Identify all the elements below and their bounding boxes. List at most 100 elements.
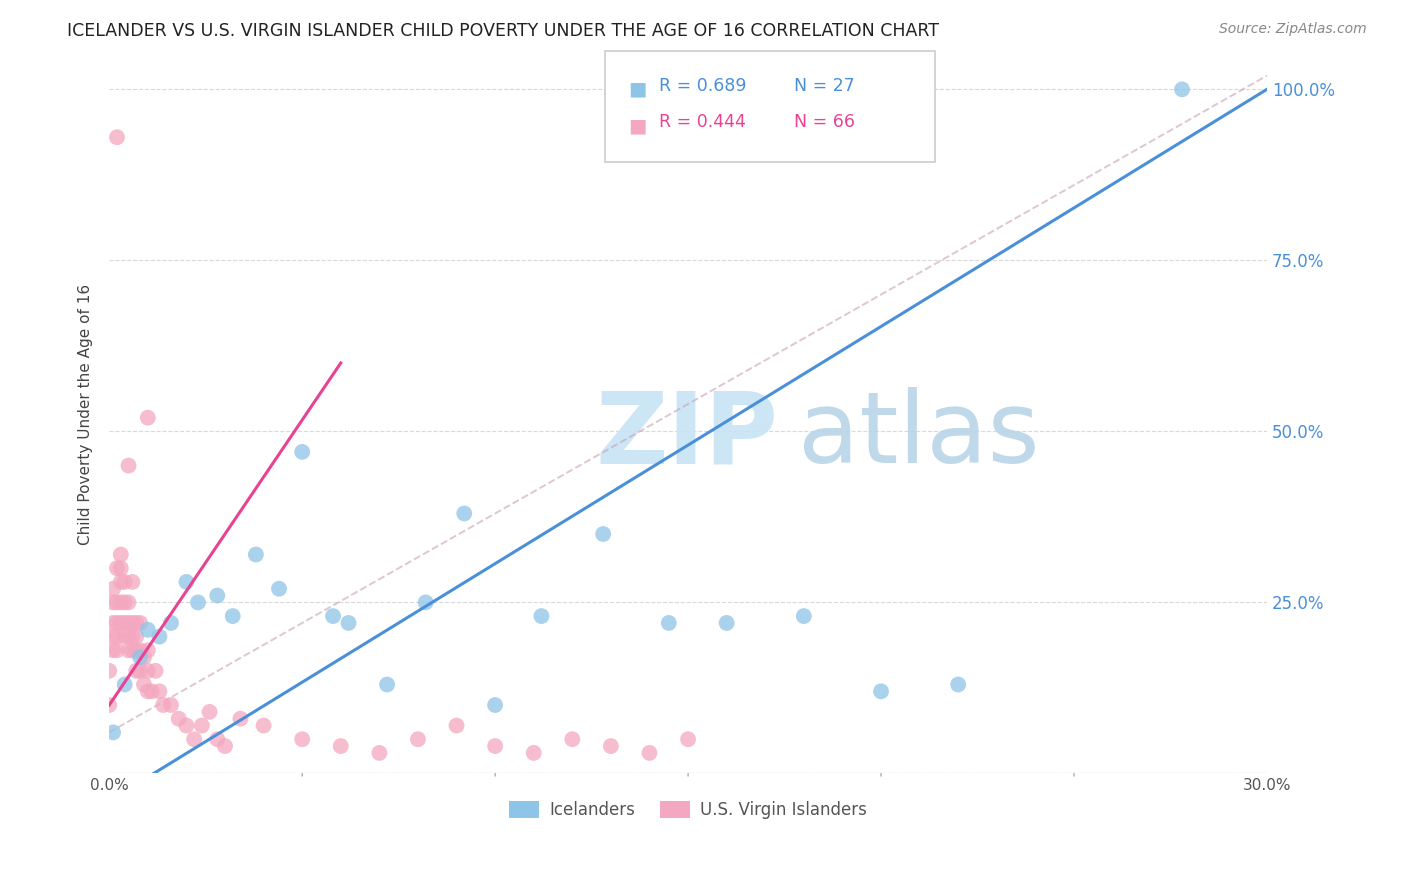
Point bbox=[207, 589, 229, 603]
Point bbox=[160, 615, 183, 630]
Point bbox=[368, 746, 391, 760]
Point bbox=[160, 698, 183, 712]
Point bbox=[114, 615, 136, 630]
Point bbox=[114, 630, 136, 644]
Point bbox=[337, 615, 360, 630]
Point bbox=[291, 732, 314, 747]
Point bbox=[676, 732, 699, 747]
Point bbox=[948, 677, 970, 691]
Text: Source: ZipAtlas.com: Source: ZipAtlas.com bbox=[1219, 22, 1367, 37]
Point bbox=[329, 739, 352, 753]
Point bbox=[187, 595, 209, 609]
Point bbox=[110, 615, 132, 630]
Point bbox=[136, 623, 159, 637]
Point bbox=[322, 609, 344, 624]
Point bbox=[132, 677, 155, 691]
Point bbox=[101, 615, 124, 630]
Point bbox=[129, 650, 152, 665]
Point bbox=[121, 643, 143, 657]
Point bbox=[561, 732, 583, 747]
Point bbox=[125, 664, 148, 678]
Point bbox=[98, 698, 121, 712]
Point bbox=[117, 595, 139, 609]
Text: N = 27: N = 27 bbox=[794, 77, 855, 95]
Point bbox=[375, 677, 398, 691]
Point bbox=[245, 548, 267, 562]
Point bbox=[110, 595, 132, 609]
Point bbox=[101, 630, 124, 644]
Point bbox=[125, 643, 148, 657]
Point bbox=[716, 615, 738, 630]
Point bbox=[183, 732, 205, 747]
Point bbox=[252, 718, 274, 732]
Point bbox=[105, 595, 128, 609]
Point bbox=[136, 643, 159, 657]
Point bbox=[148, 684, 170, 698]
Y-axis label: Child Poverty Under the Age of 16: Child Poverty Under the Age of 16 bbox=[79, 284, 93, 545]
Point bbox=[125, 615, 148, 630]
Point bbox=[214, 739, 236, 753]
Point bbox=[101, 582, 124, 596]
Point bbox=[110, 548, 132, 562]
Point bbox=[110, 574, 132, 589]
Point bbox=[121, 630, 143, 644]
Text: atlas: atlas bbox=[799, 387, 1039, 484]
Point bbox=[291, 445, 314, 459]
Point bbox=[148, 630, 170, 644]
Point bbox=[129, 615, 152, 630]
Point bbox=[599, 739, 621, 753]
Point bbox=[121, 574, 143, 589]
Point bbox=[198, 705, 221, 719]
Point bbox=[105, 130, 128, 145]
Point bbox=[117, 458, 139, 473]
Text: N = 66: N = 66 bbox=[794, 113, 855, 131]
Text: R = 0.689: R = 0.689 bbox=[659, 77, 747, 95]
Point bbox=[229, 712, 252, 726]
Point bbox=[117, 630, 139, 644]
Point bbox=[191, 718, 214, 732]
Text: ICELANDER VS U.S. VIRGIN ISLANDER CHILD POVERTY UNDER THE AGE OF 16 CORRELATION : ICELANDER VS U.S. VIRGIN ISLANDER CHILD … bbox=[67, 22, 939, 40]
Point bbox=[415, 595, 437, 609]
Point bbox=[136, 684, 159, 698]
Point bbox=[105, 630, 128, 644]
Point bbox=[101, 595, 124, 609]
Point bbox=[101, 643, 124, 657]
Point bbox=[793, 609, 815, 624]
Point bbox=[638, 746, 661, 760]
Point bbox=[129, 643, 152, 657]
Point bbox=[114, 574, 136, 589]
Text: ZIP: ZIP bbox=[596, 387, 779, 484]
Point bbox=[176, 574, 198, 589]
Point bbox=[530, 609, 553, 624]
Point bbox=[267, 582, 290, 596]
Point bbox=[176, 718, 198, 732]
Point bbox=[117, 615, 139, 630]
Point bbox=[484, 739, 506, 753]
Point bbox=[114, 595, 136, 609]
Point bbox=[136, 664, 159, 678]
Point bbox=[101, 725, 124, 739]
Point bbox=[222, 609, 245, 624]
Point bbox=[592, 527, 614, 541]
Point bbox=[132, 650, 155, 665]
Point bbox=[117, 643, 139, 657]
Point bbox=[105, 561, 128, 575]
Point bbox=[406, 732, 429, 747]
Text: ■: ■ bbox=[628, 116, 647, 135]
Point bbox=[446, 718, 468, 732]
Text: ■: ■ bbox=[628, 79, 647, 98]
Point bbox=[105, 615, 128, 630]
Point bbox=[658, 615, 681, 630]
Point bbox=[125, 630, 148, 644]
Point bbox=[167, 712, 190, 726]
Point bbox=[1171, 82, 1194, 96]
Point bbox=[114, 677, 136, 691]
Point bbox=[136, 410, 159, 425]
Text: R = 0.444: R = 0.444 bbox=[659, 113, 747, 131]
Point bbox=[121, 615, 143, 630]
Point bbox=[110, 561, 132, 575]
Point bbox=[870, 684, 893, 698]
Legend: Icelanders, U.S. Virgin Islanders: Icelanders, U.S. Virgin Islanders bbox=[502, 795, 873, 826]
Point bbox=[152, 698, 174, 712]
Point bbox=[98, 664, 121, 678]
